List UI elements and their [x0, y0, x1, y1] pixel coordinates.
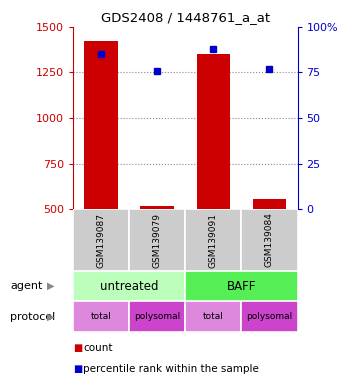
Bar	[185, 271, 298, 301]
Text: total: total	[203, 312, 224, 321]
Text: agent: agent	[10, 281, 42, 291]
Text: percentile rank within the sample: percentile rank within the sample	[83, 364, 259, 374]
Bar	[73, 301, 129, 332]
Text: total: total	[91, 312, 112, 321]
Bar	[197, 54, 230, 209]
Text: ▶: ▶	[47, 281, 54, 291]
Text: protocol: protocol	[10, 312, 55, 322]
Bar	[129, 209, 185, 271]
Bar	[253, 199, 286, 209]
Text: ■: ■	[73, 364, 82, 374]
Title: GDS2408 / 1448761_a_at: GDS2408 / 1448761_a_at	[101, 11, 270, 24]
Bar	[241, 301, 298, 332]
Bar	[185, 301, 241, 332]
Text: GSM139084: GSM139084	[265, 213, 274, 267]
Text: count: count	[83, 343, 113, 353]
Bar	[129, 301, 185, 332]
Text: ■: ■	[73, 343, 82, 353]
Text: GSM139079: GSM139079	[153, 212, 162, 268]
Text: GSM139087: GSM139087	[97, 212, 106, 268]
Text: untreated: untreated	[100, 280, 158, 293]
Bar	[73, 271, 185, 301]
Bar	[140, 206, 174, 209]
Text: polysomal: polysomal	[246, 312, 293, 321]
Text: BAFF: BAFF	[227, 280, 256, 293]
Bar	[84, 41, 118, 209]
Text: polysomal: polysomal	[134, 312, 181, 321]
Text: GSM139091: GSM139091	[209, 212, 218, 268]
Bar	[185, 209, 241, 271]
Bar	[73, 209, 129, 271]
Text: ▶: ▶	[47, 312, 54, 322]
Bar	[241, 209, 298, 271]
